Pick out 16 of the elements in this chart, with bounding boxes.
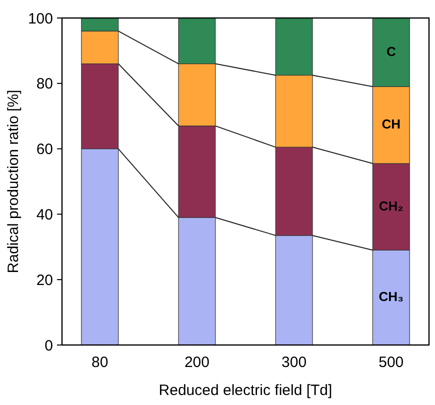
y-tick-label: 20 (36, 272, 53, 289)
x-tick-label: 300 (282, 354, 307, 371)
series-label: CH₃ (378, 289, 404, 304)
y-axis-title: Radical production ratio [%] (5, 90, 22, 274)
y-tick-label: 100 (28, 10, 53, 28)
y-tick-label: 40 (36, 206, 53, 224)
x-tick-label: 80 (92, 354, 108, 371)
y-tick-label: 80 (36, 76, 53, 93)
x-axis-title: Reduced electric field [Td] (158, 382, 332, 399)
series-label: CH₂ (378, 198, 404, 214)
series-label: CH (382, 116, 401, 132)
series-label: C (386, 44, 396, 59)
x-tick-label: 200 (184, 354, 210, 371)
x-tick-label: 500 (378, 354, 404, 371)
y-tick-label: 60 (36, 141, 53, 158)
y-tick-label: 0 (44, 337, 53, 354)
